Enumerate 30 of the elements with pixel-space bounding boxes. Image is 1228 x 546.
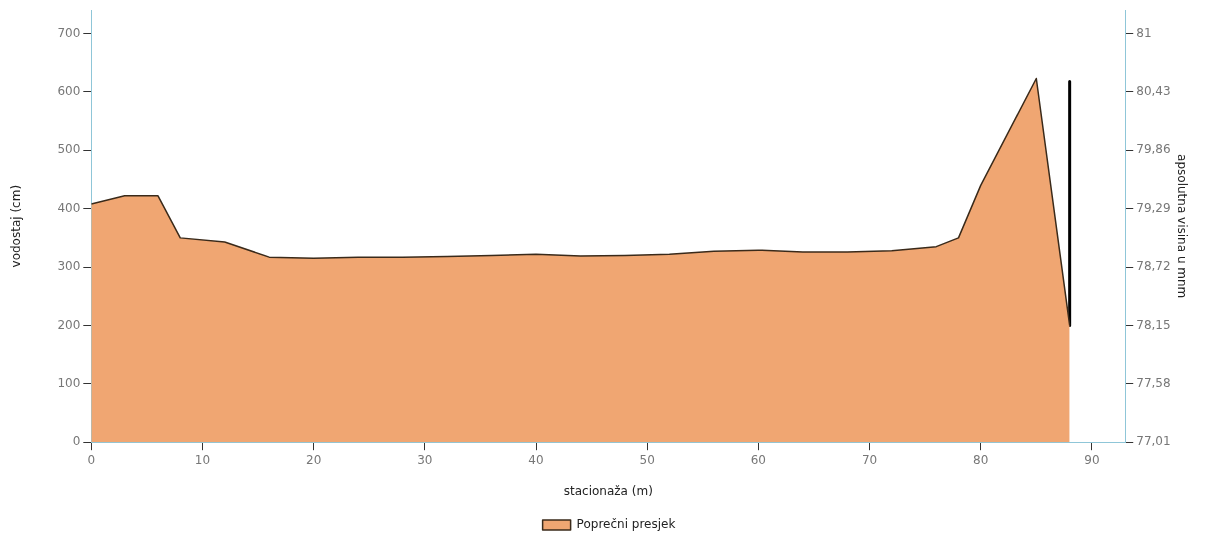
y2-axis-title: apsolutna visina u mnm — [1174, 154, 1189, 299]
y2-tick-label: 79,86 — [1136, 142, 1171, 157]
x-tick-label: 80 — [973, 452, 989, 467]
y2-tick-label: 78,72 — [1136, 259, 1171, 274]
y2-tick-label: 77,01 — [1136, 434, 1171, 449]
y2-tick-label: 78,15 — [1136, 317, 1171, 332]
x-tick-label: 10 — [194, 452, 211, 467]
y2-tick-label: 79,29 — [1136, 200, 1171, 215]
y-tick-label: 0 — [72, 434, 81, 449]
y-tick-label: 700 — [57, 25, 81, 40]
y-tick-label: 500 — [57, 142, 81, 157]
y2-tick-label: 81 — [1136, 25, 1152, 40]
x-tick-label: 30 — [417, 452, 433, 467]
y-tick-label: 400 — [57, 200, 81, 215]
x-tick-label: 0 — [87, 452, 96, 467]
x-tick-label: 20 — [306, 452, 322, 467]
x-tick-label: 60 — [750, 452, 766, 467]
x-tick-label: 90 — [1084, 452, 1100, 467]
y-tick-label: 600 — [57, 84, 81, 99]
x-tick-label: 50 — [639, 452, 655, 467]
x-tick-label: 40 — [528, 452, 544, 467]
x-axis-title: stacionaža (m) — [563, 483, 653, 498]
y-axis-title: vodostaj (cm) — [9, 184, 24, 268]
x-tick-label: 70 — [861, 452, 878, 467]
legend-label: Poprečni presjek — [576, 517, 676, 532]
y2-tick-label: 77,58 — [1136, 375, 1171, 390]
y2-tick-label: 80,43 — [1136, 84, 1171, 99]
y-tick-label: 200 — [57, 317, 81, 332]
y-tick-label: 100 — [57, 375, 81, 390]
y-tick-label: 300 — [57, 259, 81, 274]
